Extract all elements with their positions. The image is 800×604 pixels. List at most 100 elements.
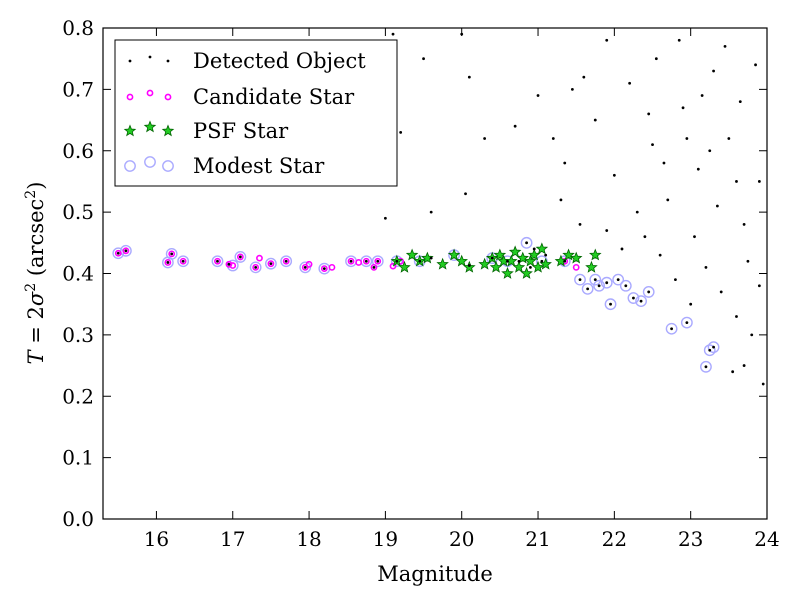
detected-object-point [322,267,326,270]
detected-object-point [658,253,662,257]
detected-object-point [383,216,387,220]
x-tick-label: 22 [602,527,627,551]
detected-object-point [429,210,433,214]
detected-object-point [429,256,433,260]
psf-star-point [508,245,522,258]
detected-object-point [605,229,609,232]
modest-star-point [642,286,655,298]
x-tick-label: 18 [296,527,321,551]
modest-star-point [589,273,602,286]
modest-star-point [280,255,293,268]
candidate-star-point [362,257,370,265]
modest-star-point [593,279,605,292]
candidate-star-point [572,263,580,271]
candidate-star-point [236,253,244,261]
psf-star-point [493,248,507,261]
detected-object-point [395,259,399,263]
x-tick-label: 17 [220,527,245,551]
modest-star-point [680,316,693,329]
detected-object-point [513,124,517,128]
legend-marker-candidate [164,93,172,101]
candidate-star-point [355,259,363,266]
candidate-star-point [267,260,275,268]
psf-star-point [478,257,491,270]
psf-star-point [535,242,549,255]
y-tick-label: 0.7 [62,77,94,101]
detected-object-point [116,251,120,255]
detected-object-point [693,235,696,239]
legend-marker-detected [128,59,132,63]
detected-object-point [727,137,731,140]
detected-object-point [620,247,624,251]
y-tick-label: 0.8 [62,16,94,40]
detected-object-point [464,192,467,196]
psf-star-point [589,248,602,261]
detected-object-point [349,259,353,263]
psf-star-point [501,266,514,279]
psf-star-point [520,266,533,279]
y-tick-label: 0.5 [62,200,94,224]
detected-object-point [284,259,288,263]
detected-object-point [563,161,567,165]
detected-object-point [303,265,307,269]
detected-object-point [238,255,242,259]
detected-object-point [467,264,471,267]
candidate-star-point [114,249,122,257]
ticks-layer: 16 17 18 19 20 21 22 23 24 0.0 0.1 0.2 0.3 0.4 0.5 0.6 0… [62,16,780,551]
x-tick-label: 16 [144,527,169,551]
candidate-star-point [252,263,260,271]
detected-object-point [517,259,521,263]
detected-object-point [376,259,380,263]
detected-object-point [418,259,422,263]
detected-object-point [685,321,689,324]
detected-object-point [582,75,586,79]
detected-object-point [124,249,128,253]
psf-star-point [512,260,526,273]
detected-object-point [540,259,544,263]
detected-object-point [685,137,689,140]
detected-object-point [674,278,677,282]
detected-object-point [662,161,666,165]
detected-object-point [742,223,746,226]
detected-object-point [708,348,712,352]
y-tick-label: 0.3 [62,323,94,347]
detected-object-point [689,302,693,306]
psf-star-point [405,248,419,261]
detected-object-point [651,143,654,147]
modest-star-point [371,255,384,268]
detected-object-point [757,180,761,183]
detected-object-point [670,327,673,331]
detected-object-point [681,106,685,110]
candidate-star-point [370,263,378,271]
legend-marker-modest [144,156,156,168]
detected-object-point [609,302,612,306]
candidate-star-point [374,257,382,265]
detected-object-point [578,278,582,282]
detected-object-point [643,235,647,239]
modest-star-point [165,247,178,260]
candidate-star-point [229,262,237,269]
x-axis-label: Magnitude [377,562,493,586]
detected-object-point [708,149,712,153]
psf-star-point [421,251,434,264]
psf-star-point [398,260,411,273]
psf-star-point [527,248,541,261]
psf-star-point [531,260,545,273]
detected-object-point [597,284,601,288]
psf-star-point [585,260,598,273]
modest-star-point [119,244,132,257]
legend-marker-psf [143,120,157,133]
detected-object-point [529,265,532,269]
detected-object-point [750,333,754,337]
detected-object-point [712,345,715,349]
detected-object-point [578,223,582,226]
legend-label-psf: PSF Star [193,119,289,143]
legend-label-modest: Modest Star [193,154,325,178]
detected-object-point [761,382,765,386]
detected-object-point [551,137,555,140]
detected-object-point [757,284,761,288]
detected-object-point [490,256,494,260]
detected-object-point [506,259,509,263]
